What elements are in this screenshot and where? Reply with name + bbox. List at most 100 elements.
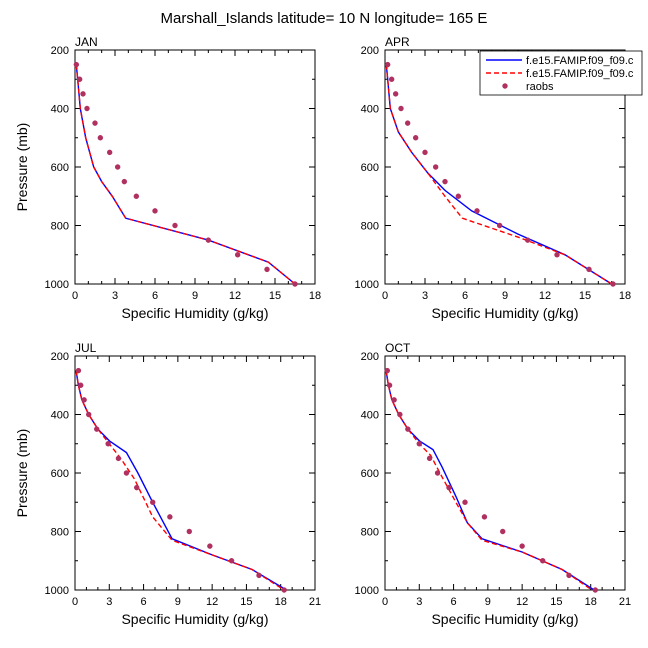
y-tick-label: 400 <box>51 410 69 422</box>
raobs-point <box>228 558 235 564</box>
raobs-point <box>524 237 531 243</box>
raobs-point <box>152 208 158 214</box>
raobs-point <box>205 237 212 243</box>
legend-label: raobs <box>526 81 554 93</box>
raobs-point <box>75 367 82 374</box>
series-line-dashed <box>75 64 296 285</box>
y-tick-label: 1000 <box>45 279 69 291</box>
raobs-point <box>106 149 113 156</box>
raobs-point <box>422 149 428 156</box>
raobs-point <box>519 543 525 549</box>
x-tick-label: 18 <box>275 596 287 608</box>
y-tick-label: 400 <box>361 410 379 422</box>
legend-label: f.e15.FAMIP.f09_f09.c <box>526 68 634 80</box>
raobs-point <box>133 193 140 199</box>
raobs-point <box>392 91 399 97</box>
raobs-point <box>398 105 404 112</box>
raobs-point <box>566 572 572 579</box>
raobs-point <box>121 178 128 185</box>
x-tick-label: 9 <box>192 290 198 302</box>
panel-jul: 0 3 6 9 12 15 18 21 200 400 600 800 1000 JUL Specific … <box>14 341 321 627</box>
x-tick-label: 9 <box>485 596 491 608</box>
raobs-point <box>474 208 480 214</box>
panel-label: JAN <box>75 35 98 49</box>
x-tick-label: 9 <box>502 290 508 302</box>
raobs-point <box>78 382 84 388</box>
raobs-point <box>167 514 173 520</box>
y-axis-title: Pressure (mb) <box>14 123 30 212</box>
x-axis-title: Specific Humidity (g/kg) <box>121 305 268 321</box>
y-tick-label: 200 <box>361 45 379 57</box>
series-line-dashed <box>385 370 593 591</box>
x-tick-label: 0 <box>382 290 388 302</box>
raobs-point <box>86 411 92 418</box>
x-tick-label: 3 <box>416 596 422 608</box>
raobs-point <box>554 252 560 258</box>
raobs-point <box>256 572 262 579</box>
panel-jan: 0 3 6 9 12 15 18 200 400 600 800 1000 JAN Specific Hu… <box>14 35 321 321</box>
raobs-point <box>462 499 468 505</box>
x-tick-label: 15 <box>240 596 252 608</box>
raobs-point <box>234 252 241 258</box>
raobs-point <box>384 367 390 374</box>
raobs-point <box>426 455 433 462</box>
panel-label: JUL <box>75 341 97 355</box>
raobs-point <box>76 76 83 82</box>
y-tick-label: 600 <box>361 468 379 480</box>
x-axis-title: Specific Humidity (g/kg) <box>431 611 578 627</box>
raobs-point <box>610 281 616 287</box>
legend: f.e15.FAMIP.f09_f09.cf.e15.FAMIP.f09_f09… <box>479 50 643 96</box>
raobs-point <box>84 105 90 112</box>
plot-frame <box>384 355 626 591</box>
y-tick-label: 800 <box>361 527 379 539</box>
panels: 0 3 6 9 12 15 18 200 400 600 800 1000 JAN Specific Hu… <box>14 35 643 627</box>
figure-title: Marshall_Islands latitude= 10 N longitud… <box>161 10 488 27</box>
raobs-point <box>500 528 506 535</box>
y-tick-label: 600 <box>361 162 379 174</box>
raobs-point <box>405 426 411 432</box>
raobs-point <box>281 587 287 593</box>
panel-oct: 0 3 6 9 12 15 18 21 200 400 600 800 1000 OCT Specific … <box>355 341 632 627</box>
x-tick-label: 15 <box>550 596 562 608</box>
x-tick-label: 3 <box>422 290 428 302</box>
y-tick-label: 400 <box>361 104 379 116</box>
raobs-point <box>412 135 419 141</box>
x-tick-label: 0 <box>72 290 78 302</box>
raobs-point <box>264 266 270 273</box>
raobs-point <box>592 587 598 593</box>
x-tick-label: 18 <box>585 596 597 608</box>
series-line-solid <box>75 370 287 591</box>
y-tick-label: 200 <box>51 45 69 57</box>
x-axis-title: Specific Humidity (g/kg) <box>121 611 268 627</box>
x-axis-title: Specific Humidity (g/kg) <box>431 305 578 321</box>
y-tick-label: 800 <box>361 221 379 233</box>
y-tick-label: 800 <box>51 527 69 539</box>
raobs-point <box>114 164 121 170</box>
raobs-point <box>105 441 111 447</box>
x-tick-label: 3 <box>112 290 118 302</box>
raobs-point <box>481 514 488 520</box>
raobs-point <box>540 558 546 564</box>
raobs-point <box>416 441 422 447</box>
x-tick-label: 12 <box>539 290 551 302</box>
raobs-point <box>404 120 411 126</box>
x-tick-label: 9 <box>175 596 181 608</box>
x-tick-label: 18 <box>619 290 631 302</box>
panel-label: APR <box>385 35 410 49</box>
x-tick-label: 12 <box>229 290 241 302</box>
plot-frame <box>74 355 316 591</box>
raobs-point <box>92 120 98 126</box>
raobs-point <box>292 281 298 287</box>
raobs-point <box>123 470 130 476</box>
x-tick-label: 6 <box>451 596 457 608</box>
raobs-point <box>391 397 397 403</box>
legend-label: f.e15.FAMIP.f09_f09.c <box>526 55 634 67</box>
series-line-dashed <box>385 64 613 285</box>
y-tick-label: 800 <box>51 221 69 233</box>
panel-label: OCT <box>385 341 411 355</box>
raobs-point <box>434 470 441 476</box>
x-tick-label: 6 <box>141 596 147 608</box>
raobs-point <box>455 193 462 199</box>
raobs-point <box>386 382 393 388</box>
